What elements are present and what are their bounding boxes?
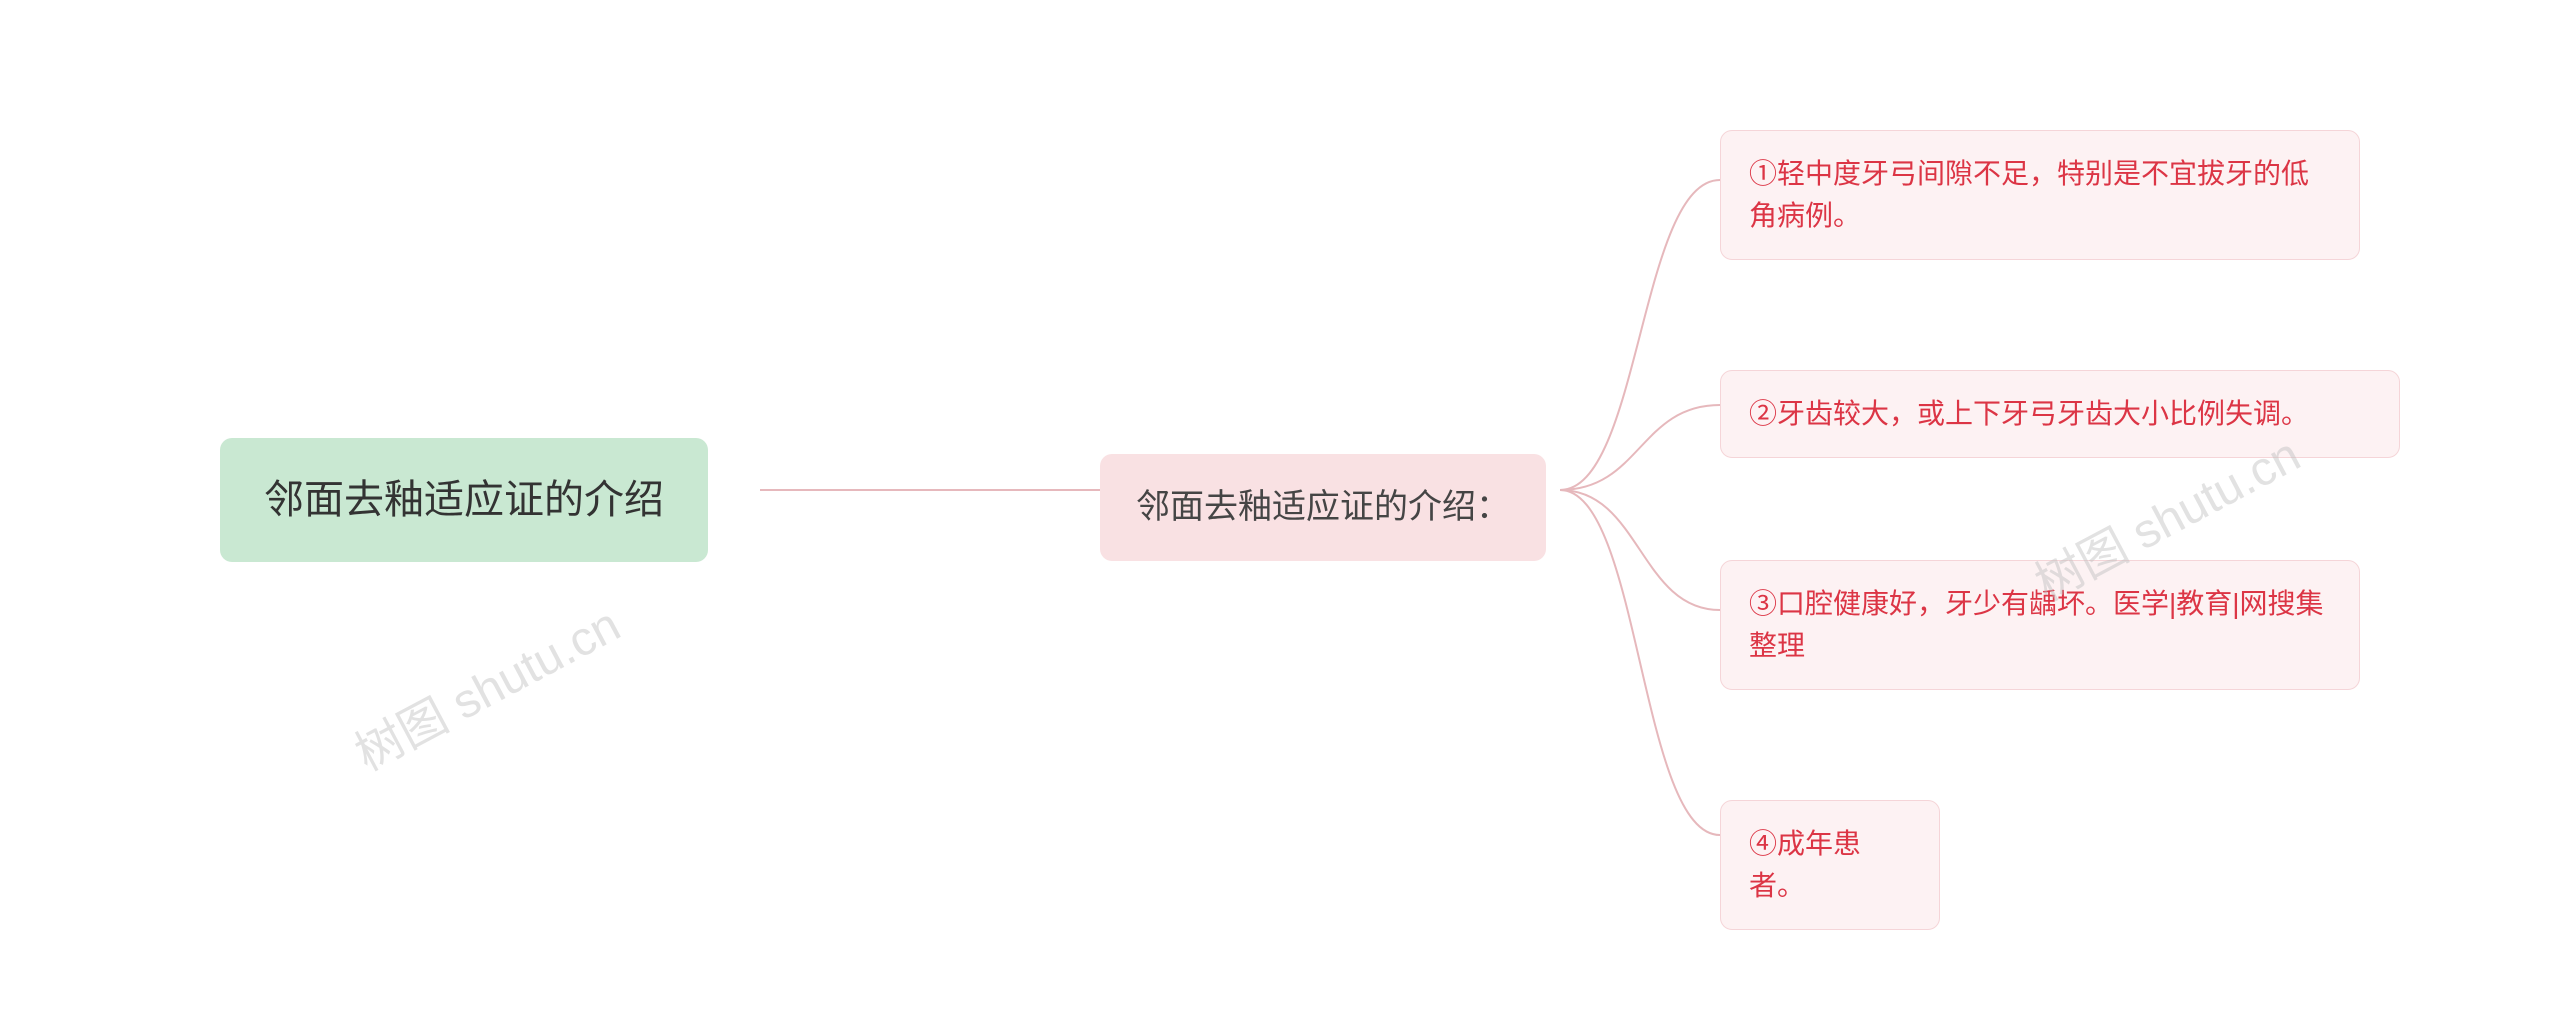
watermark: 树图 shutu.cn xyxy=(341,586,631,784)
mindmap-container: 邻面去釉适应证的介绍 邻面去釉适应证的介绍： ①轻中度牙弓间隙不足，特别是不宜拔… xyxy=(0,0,2560,1012)
leaf-node-3[interactable]: ③口腔健康好，牙少有龋坏。医学|教育|网搜集整理 xyxy=(1720,560,2360,690)
root-node[interactable]: 邻面去釉适应证的介绍 xyxy=(220,438,708,562)
level1-node[interactable]: 邻面去釉适应证的介绍： xyxy=(1100,454,1546,561)
leaf-label: ④成年患者。 xyxy=(1749,828,1861,901)
leaf-node-1[interactable]: ①轻中度牙弓间隙不足，特别是不宜拔牙的低角病例。 xyxy=(1720,130,2360,260)
leaf-label: ③口腔健康好，牙少有龋坏。医学|教育|网搜集整理 xyxy=(1749,588,2324,661)
level1-label: 邻面去釉适应证的介绍： xyxy=(1136,488,1510,526)
leaf-node-2[interactable]: ②牙齿较大，或上下牙弓牙齿大小比例失调。 xyxy=(1720,370,2400,458)
leaf-node-4[interactable]: ④成年患者。 xyxy=(1720,800,1940,930)
leaf-label: ②牙齿较大，或上下牙弓牙齿大小比例失调。 xyxy=(1749,398,2309,429)
root-label: 邻面去釉适应证的介绍 xyxy=(264,478,664,522)
leaf-label: ①轻中度牙弓间隙不足，特别是不宜拔牙的低角病例。 xyxy=(1749,158,2309,231)
